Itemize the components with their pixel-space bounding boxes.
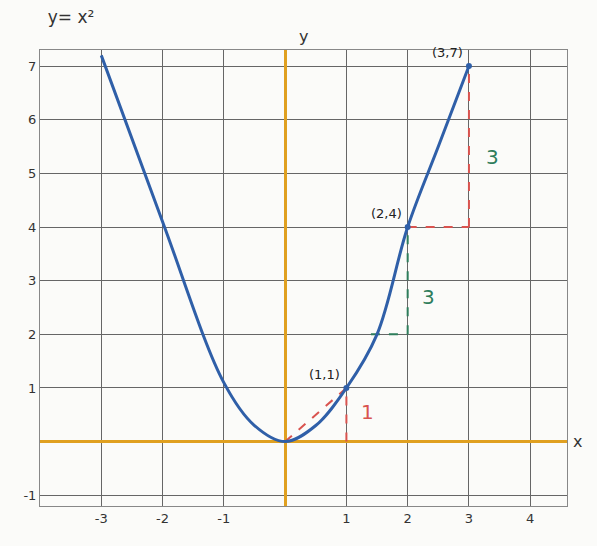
svg-text:-1: -1 — [217, 511, 230, 526]
svg-text:-1: -1 — [23, 488, 36, 503]
svg-text:1: 1 — [342, 511, 350, 526]
svg-text:(1,1): (1,1) — [309, 367, 340, 382]
svg-text:x: x — [573, 432, 582, 451]
svg-text:4: 4 — [28, 220, 36, 235]
svg-text:3: 3 — [465, 511, 473, 526]
svg-text:1: 1 — [361, 400, 374, 424]
svg-text:7: 7 — [28, 59, 36, 74]
svg-text:2: 2 — [404, 511, 412, 526]
svg-text:(2,4): (2,4) — [371, 206, 402, 221]
svg-text:y: y — [299, 27, 308, 46]
svg-text:-3: -3 — [95, 511, 108, 526]
svg-text:3: 3 — [422, 285, 435, 309]
svg-text:4: 4 — [526, 511, 534, 526]
svg-text:-2: -2 — [156, 511, 169, 526]
svg-text:y= x²: y= x² — [48, 7, 95, 27]
svg-text:5: 5 — [28, 166, 36, 181]
svg-text:(3,7): (3,7) — [432, 45, 463, 60]
svg-text:3: 3 — [486, 145, 499, 169]
svg-text:3: 3 — [28, 273, 36, 288]
svg-text:1: 1 — [28, 381, 36, 396]
svg-text:6: 6 — [28, 112, 36, 127]
svg-text:2: 2 — [28, 327, 36, 342]
